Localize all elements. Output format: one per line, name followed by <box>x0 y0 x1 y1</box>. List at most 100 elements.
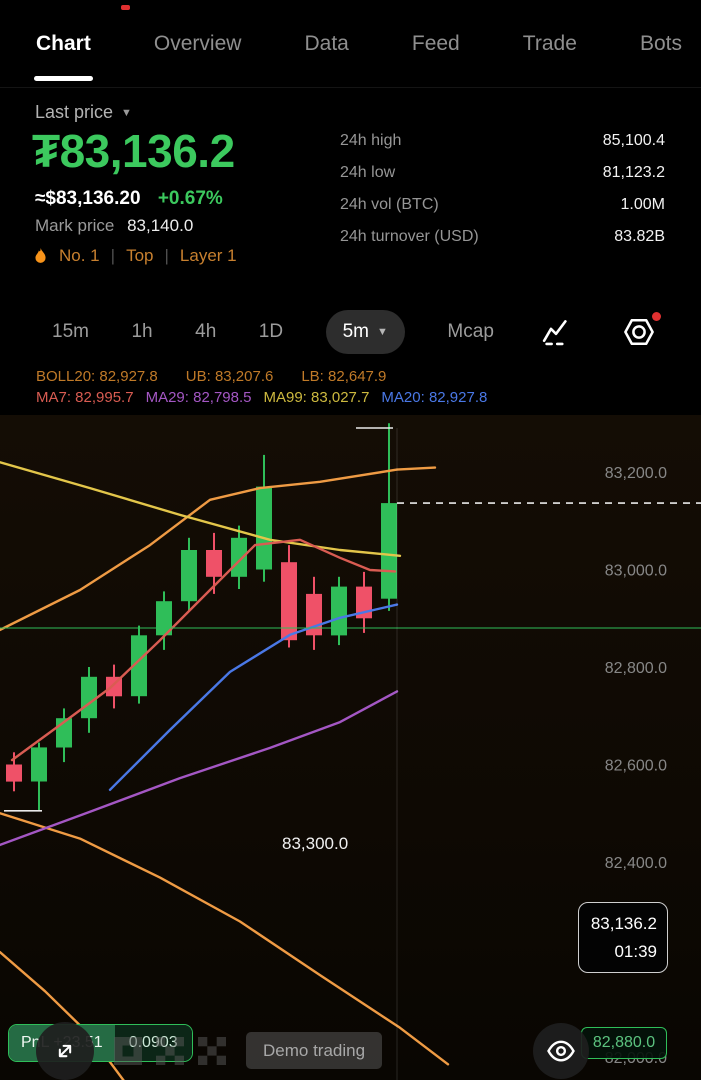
settings-alert-dot <box>651 312 661 321</box>
stat-value: 85,100.4 <box>602 132 665 149</box>
candle-body <box>381 503 397 599</box>
candle-body <box>6 764 22 782</box>
ma99-value: MA99: 83,027.7 <box>263 389 370 406</box>
candle-body <box>31 747 47 782</box>
separator: | <box>164 246 169 265</box>
mark-price-value: 83,140.0 <box>127 216 194 235</box>
fire-icon <box>35 247 46 263</box>
indicator-legend: BOLL20: 82,927.8 UB: 83,207.6 LB: 82,647… <box>36 366 695 408</box>
position-price-tag[interactable]: 82,880.0 <box>581 1027 667 1059</box>
demo-trading-badge: Demo trading <box>246 1032 383 1069</box>
stat-label: 24h turnover (USD) <box>340 228 479 245</box>
boll-legend-row: BOLL20: 82,927.8 UB: 83,207.6 LB: 82,647… <box>36 366 695 387</box>
stat-value: 83.82B <box>614 228 665 245</box>
y-axis-label: 83,000.0 <box>605 563 667 580</box>
ma29-value: MA29: 82,798.5 <box>145 389 252 406</box>
candle-body <box>231 537 247 577</box>
stat-label: 24h high <box>340 132 402 149</box>
timeframe-selected-dropdown[interactable]: 5m ▼ <box>325 310 405 354</box>
y-axis-label: 82,800.0 <box>605 660 667 677</box>
candles <box>6 423 397 811</box>
last-price-label: Last price <box>35 102 114 122</box>
eye-icon <box>547 1040 575 1062</box>
fullscreen-button[interactable] <box>36 1022 94 1080</box>
high-annotation-label: 83,300.0 <box>282 834 349 853</box>
stat-value: 81,123.2 <box>602 164 665 181</box>
mark-price-row: Mark price 83,140.0 <box>35 216 193 236</box>
mark-price-label: Mark price <box>35 216 115 235</box>
stat-24h-high: 24h high 85,100.4 <box>340 130 665 152</box>
ma-legend-row: MA7: 82,995.7 MA29: 82,798.5 MA99: 83,02… <box>36 387 695 408</box>
market-stats: 24h high 85,100.4 24h low 81,123.2 24h v… <box>340 130 665 258</box>
usd-price-row: ≈$83,136.20 +0.67% <box>35 188 223 210</box>
candle-body <box>206 550 222 577</box>
candle-body <box>331 586 347 636</box>
y-axis-label: 82,400.0 <box>605 855 667 872</box>
expand-icon <box>58 1044 72 1058</box>
overlay-ma20 <box>108 603 399 791</box>
overlay-ma7 <box>10 538 397 762</box>
overlay-boll-upper <box>0 466 437 632</box>
rank-tag[interactable]: No. 1 <box>59 246 100 265</box>
candle-body <box>281 562 297 641</box>
y-axis-label: 82,600.0 <box>605 758 667 775</box>
token-tags-row: No. 1 | Top | Layer 1 <box>33 246 237 266</box>
timeframe-toolbar: 15m 1h 4h 1D 5m ▼ Mcap <box>0 306 701 358</box>
boll-value: BOLL20: 82,927.8 <box>36 368 158 385</box>
y-axis-label: 83,200.0 <box>605 465 667 482</box>
timeframe-1h[interactable]: 1h <box>131 321 153 342</box>
okx-logo-icon <box>114 1037 226 1065</box>
stat-label: 24h vol (BTC) <box>340 196 439 213</box>
usd-equivalent: ≈$83,136.20 <box>35 188 141 209</box>
tab-overview[interactable]: Overview <box>153 31 242 55</box>
candle-body <box>256 486 272 570</box>
visibility-button[interactable] <box>533 1023 589 1079</box>
tab-feed[interactable]: Feed <box>411 31 460 55</box>
tab-bots[interactable]: Bots <box>639 31 682 55</box>
caret-down-icon: ▼ <box>377 326 388 338</box>
caret-down-icon: ▼ <box>121 106 132 119</box>
ma7-value: MA7: 82,995.7 <box>36 389 134 406</box>
candle-countdown: 01:39 <box>614 942 657 961</box>
candle-body <box>181 550 197 602</box>
settings-hexagon-icon <box>624 319 654 345</box>
stat-label: 24h low <box>340 164 396 181</box>
boll-lb-value: LB: 82,647.9 <box>301 368 387 385</box>
last-price-tag[interactable]: 83,136.2 01:39 <box>578 902 668 973</box>
stat-24h-turnover: 24h turnover (USD) 83.82B <box>340 226 665 248</box>
tab-data[interactable]: Data <box>304 31 349 55</box>
last-price-value: ₮83,136.2 <box>32 125 235 177</box>
overlay-boll-lower <box>0 812 450 1066</box>
indicator-settings-button[interactable] <box>619 312 661 352</box>
timeframe-15m[interactable]: 15m <box>52 321 89 342</box>
top-tag[interactable]: Top <box>126 246 154 265</box>
overlay-ma99 <box>0 461 402 558</box>
timeframe-4h[interactable]: 4h <box>195 321 217 342</box>
timeframe-1d[interactable]: 1D <box>258 321 284 342</box>
notification-dot <box>121 5 130 10</box>
candle-body <box>156 601 172 636</box>
okx-watermark <box>112 1033 232 1074</box>
chart-style-button[interactable] <box>536 312 576 352</box>
candle-body <box>81 676 97 719</box>
ma20-value: MA20: 82,927.8 <box>381 389 488 406</box>
stat-24h-low: 24h low 81,123.2 <box>340 162 665 184</box>
tab-chart[interactable]: Chart <box>34 0 93 88</box>
stat-24h-vol: 24h vol (BTC) 1.00M <box>340 194 665 216</box>
line-chart-icon <box>543 320 568 346</box>
tab-trade[interactable]: Trade <box>522 31 577 55</box>
top-nav: Chart Overview Data Feed Trade Bots <box>0 0 701 88</box>
layer-tag[interactable]: Layer 1 <box>179 246 237 265</box>
overlay-ma29 <box>0 690 399 847</box>
change-percent: +0.67% <box>157 188 223 209</box>
selected-timeframe-label: 5m <box>342 321 370 342</box>
mcap-toggle[interactable]: Mcap <box>447 321 494 342</box>
candlestick-chart[interactable]: 83,200.0 83,000.0 82,800.0 82,600.0 82,400.0… <box>0 415 701 1080</box>
chart-canvas: 83,200.0 83,000.0 82,800.0 82,600.0 82,400.0… <box>0 423 701 1080</box>
boll-ub-value: UB: 83,207.6 <box>185 368 274 385</box>
last-price-tag-value: 83,136.2 <box>590 914 657 933</box>
stat-value: 1.00M <box>620 196 665 213</box>
last-price-selector[interactable]: Last price ▼ <box>35 102 132 123</box>
separator: | <box>110 246 116 265</box>
